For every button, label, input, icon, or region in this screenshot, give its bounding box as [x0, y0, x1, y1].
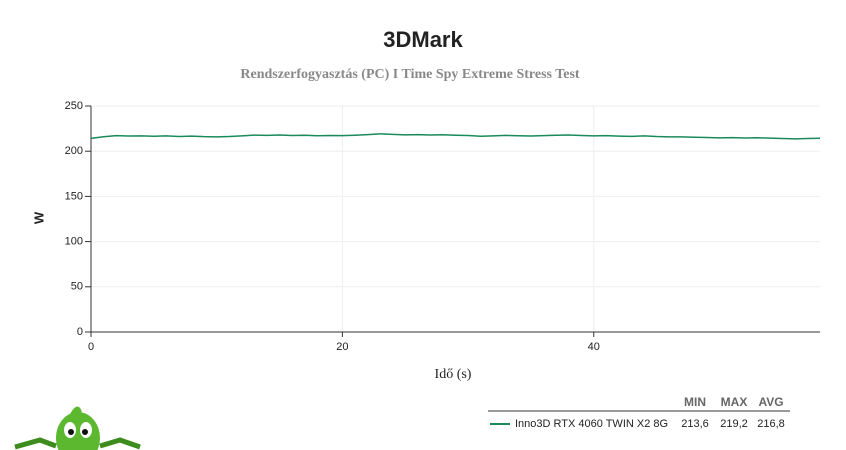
y-axis-label: W [31, 211, 46, 224]
chart-title: 3DMark [383, 27, 463, 52]
stats-header: MAX [721, 395, 748, 409]
line-series [90, 133, 821, 140]
x-axis-label: Idő (s) [435, 367, 472, 382]
stats-header: AVG [758, 395, 783, 409]
stats-value: 213,6 [681, 418, 709, 430]
chart-subtitle: Rendszerfogyasztás (PC) I Time Spy Extre… [240, 67, 580, 82]
stats-value: 216,8 [757, 418, 785, 430]
y-tick-label: 0 [77, 326, 83, 338]
stats-value: 219,2 [720, 418, 748, 430]
x-tick-label: 0 [88, 341, 94, 353]
mascot [14, 406, 141, 450]
y-tick-label: 250 [65, 100, 83, 112]
legend-label: Inno3D RTX 4060 TWIN X2 8G [515, 418, 668, 430]
x-tick-label: 40 [588, 341, 600, 353]
y-tick-label: 150 [65, 190, 83, 202]
y-tick-label: 200 [65, 145, 83, 157]
x-tick-label: 20 [336, 341, 348, 353]
stats-header: MIN [684, 395, 706, 409]
y-tick-label: 50 [71, 281, 83, 293]
y-tick-label: 100 [65, 236, 83, 248]
